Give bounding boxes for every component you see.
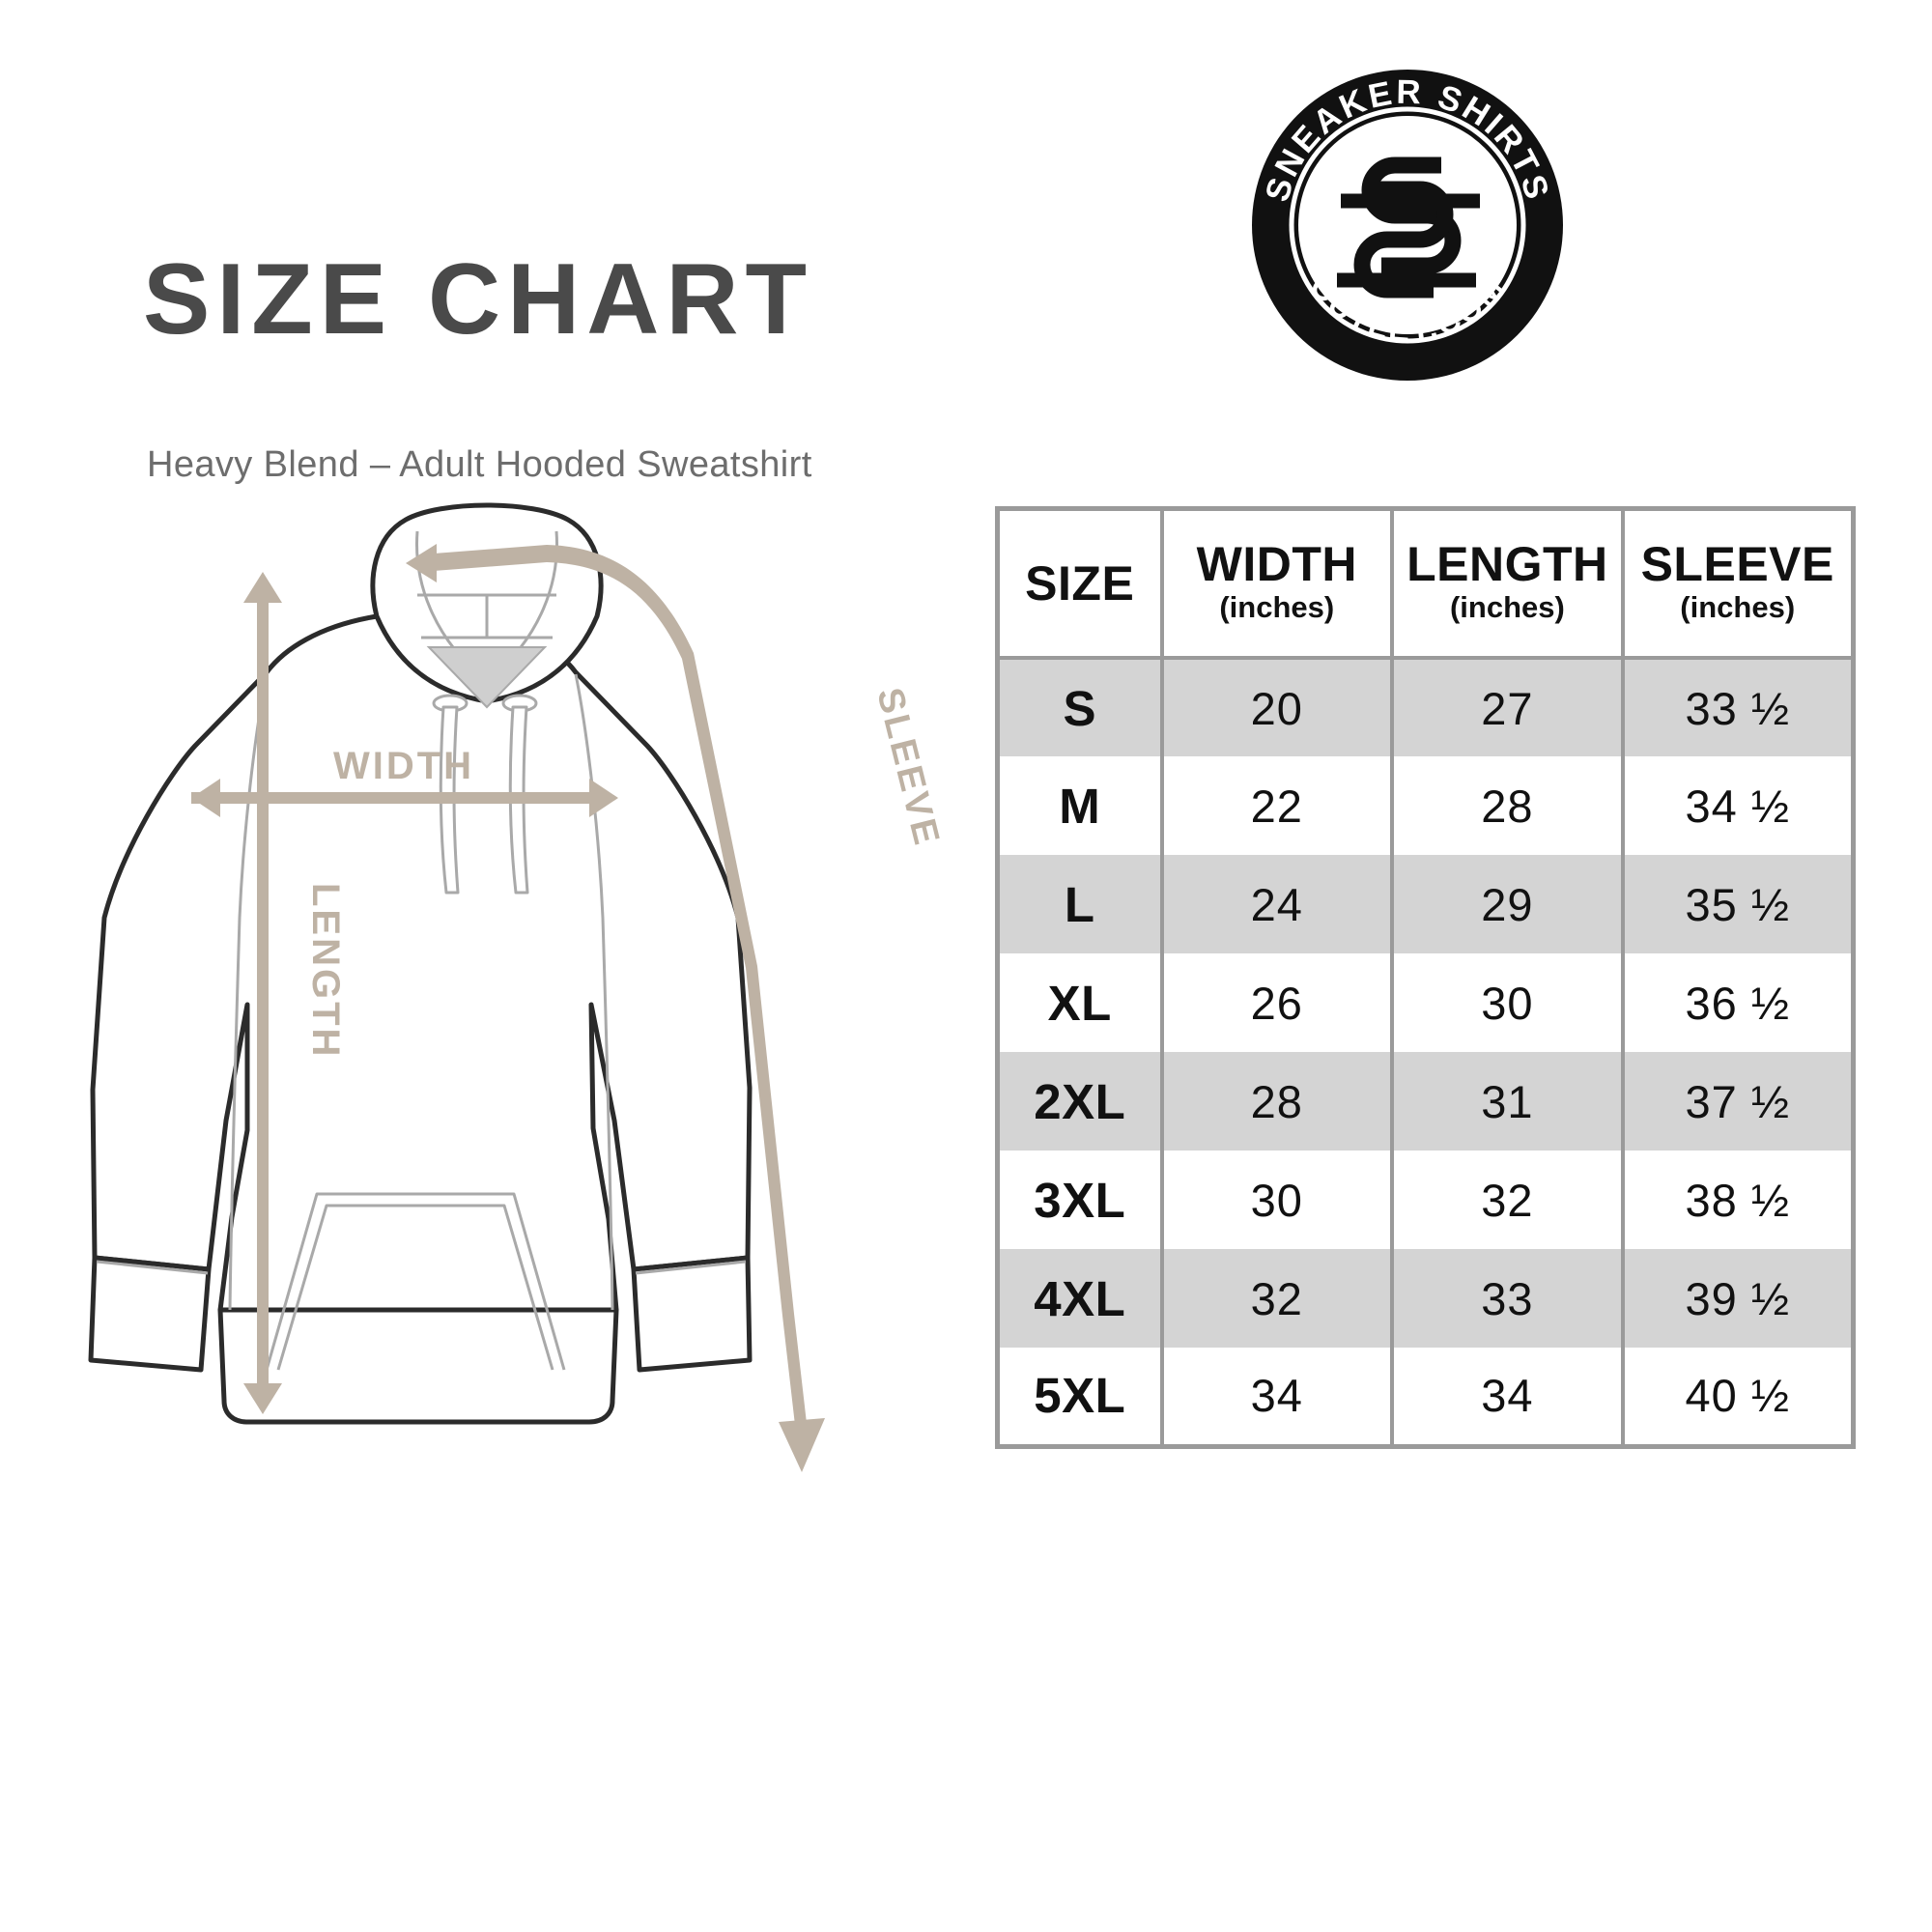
cell-size: S [997,658,1164,756]
cell-sleeve: 38 ½ [1620,1151,1854,1249]
table-row: S 20 27 33 ½ [997,658,1854,756]
cell-size: 5XL [997,1348,1164,1446]
column-header-size-label: SIZE [1025,556,1135,611]
cell-length: 31 [1390,1052,1625,1151]
cell-length: 33 [1390,1249,1625,1348]
table-row: XL 26 30 36 ½ [997,953,1854,1052]
cell-width: 26 [1159,953,1395,1052]
table-row: 5XL 34 34 40 ½ [997,1348,1854,1446]
size-chart-table: SIZE WIDTH (inches) LENGTH (inches) SLEE… [995,506,1856,1449]
cell-size: XL [997,953,1164,1052]
cell-sleeve: 40 ½ [1620,1348,1854,1446]
cell-length: 30 [1390,953,1625,1052]
width-label: WIDTH [333,745,474,787]
column-header-width-label: WIDTH [1196,537,1357,592]
length-measurement-arrow [243,572,282,1414]
cell-sleeve: 37 ½ [1620,1052,1854,1151]
table-row: 2XL 28 31 37 ½ [997,1052,1854,1151]
sleeve-measurement-arrow [406,544,825,1472]
left-cuff [88,1255,212,1373]
cell-sleeve: 33 ½ [1620,658,1854,756]
cell-width: 32 [1159,1249,1395,1348]
page-title: SIZE CHART [143,243,813,355]
cell-length: 32 [1390,1151,1625,1249]
shoulder-seams [228,673,614,1311]
page-subtitle: Heavy Blend – Adult Hooded Sweatshirt [147,444,812,485]
cell-width: 22 [1159,756,1395,855]
cell-sleeve: 39 ½ [1620,1249,1854,1348]
waistband [217,1307,619,1425]
column-header-sleeve-unit: (inches) [1680,590,1796,625]
cell-size: 4XL [997,1249,1164,1348]
table-row: M 22 28 34 ½ [997,756,1854,855]
column-header-width-unit: (inches) [1219,590,1335,625]
cell-width: 34 [1159,1348,1395,1446]
right-cuff [631,1255,753,1373]
cell-sleeve: 36 ½ [1620,953,1854,1052]
cell-width: 20 [1159,658,1395,756]
column-header-width: WIDTH (inches) [1159,508,1395,660]
sleeve-label: SLEEVE [868,684,947,851]
length-label: LENGTH [304,883,347,1059]
table-header-row: SIZE WIDTH (inches) LENGTH (inches) SLEE… [997,508,1854,660]
column-header-sleeve-label: SLEEVE [1640,537,1834,592]
hooded-sweatshirt-diagram: WIDTH LENGTH SLEEVE [77,502,966,1594]
left-cuff-seam [96,1260,209,1275]
cell-size: M [997,756,1164,855]
table-row: 4XL 32 33 39 ½ [997,1249,1854,1348]
cell-sleeve: 34 ½ [1620,756,1854,855]
cell-size: 2XL [997,1052,1164,1151]
cell-sleeve: 35 ½ [1620,855,1854,953]
width-measurement-arrow [191,779,618,817]
logo-monogram [1337,156,1480,298]
column-header-sleeve: SLEEVE (inches) [1620,508,1854,660]
cell-width: 30 [1159,1151,1395,1249]
sneaker-shirts-outlet-logo: SNEAKER SHIRTS OUTLET.COM [1248,66,1567,384]
cell-size: L [997,855,1164,953]
kangaroo-pocket [265,1192,566,1371]
cell-width: 28 [1159,1052,1395,1151]
cell-length: 27 [1390,658,1625,756]
column-header-length-label: LENGTH [1406,537,1608,592]
right-cuff-seam [635,1260,747,1275]
table-row: L 24 29 35 ½ [997,855,1854,953]
cell-width: 24 [1159,855,1395,953]
column-header-length: LENGTH (inches) [1390,508,1625,660]
cell-size: 3XL [997,1151,1164,1249]
table-row: 3XL 30 32 38 ½ [997,1151,1854,1249]
column-header-size: SIZE [997,508,1164,660]
column-header-length-unit: (inches) [1449,590,1565,625]
cell-length: 34 [1390,1348,1625,1446]
cell-length: 28 [1390,756,1625,855]
cell-length: 29 [1390,855,1625,953]
